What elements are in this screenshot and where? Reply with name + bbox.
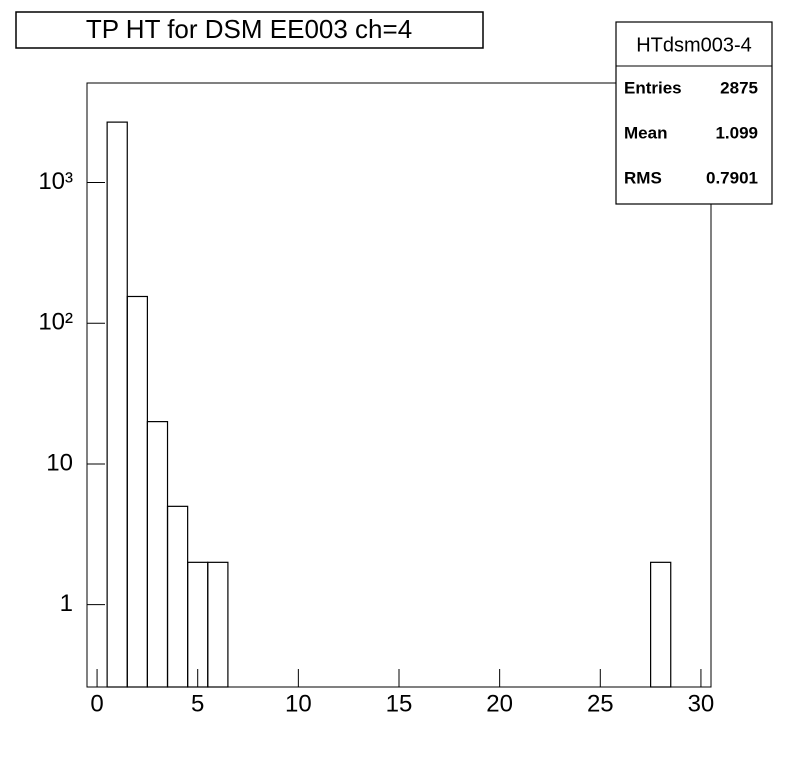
- stats-box: [615, 21, 773, 205]
- x-tick-label: 20: [486, 690, 513, 717]
- y-tick-label: 1: [60, 590, 73, 617]
- y-tick-label: 10: [46, 449, 73, 476]
- x-tick-label: 25: [587, 690, 614, 717]
- y-tick-label: 10³: [38, 168, 73, 195]
- x-tick-label: 15: [386, 690, 413, 717]
- chart-title: TP HT for DSM EE003 ch=4: [86, 14, 412, 44]
- x-tick-label: 30: [688, 690, 715, 717]
- stats-value: 2875: [720, 78, 758, 97]
- x-tick-label: 5: [191, 690, 204, 717]
- bar: [650, 561, 672, 688]
- bar: [207, 561, 229, 688]
- stats-label: RMS: [624, 168, 662, 187]
- x-tick-label: 10: [285, 690, 312, 717]
- stats-label: Entries: [624, 78, 682, 97]
- y-tick-label: 10²: [38, 309, 73, 336]
- x-tick-label: 0: [90, 690, 103, 717]
- stats-name: HTdsm003-4: [636, 34, 752, 56]
- stats-value: 1.099: [715, 123, 758, 142]
- stats-value: 0.7901: [706, 168, 758, 187]
- stats-label: Mean: [624, 123, 667, 142]
- title-box: [15, 11, 484, 49]
